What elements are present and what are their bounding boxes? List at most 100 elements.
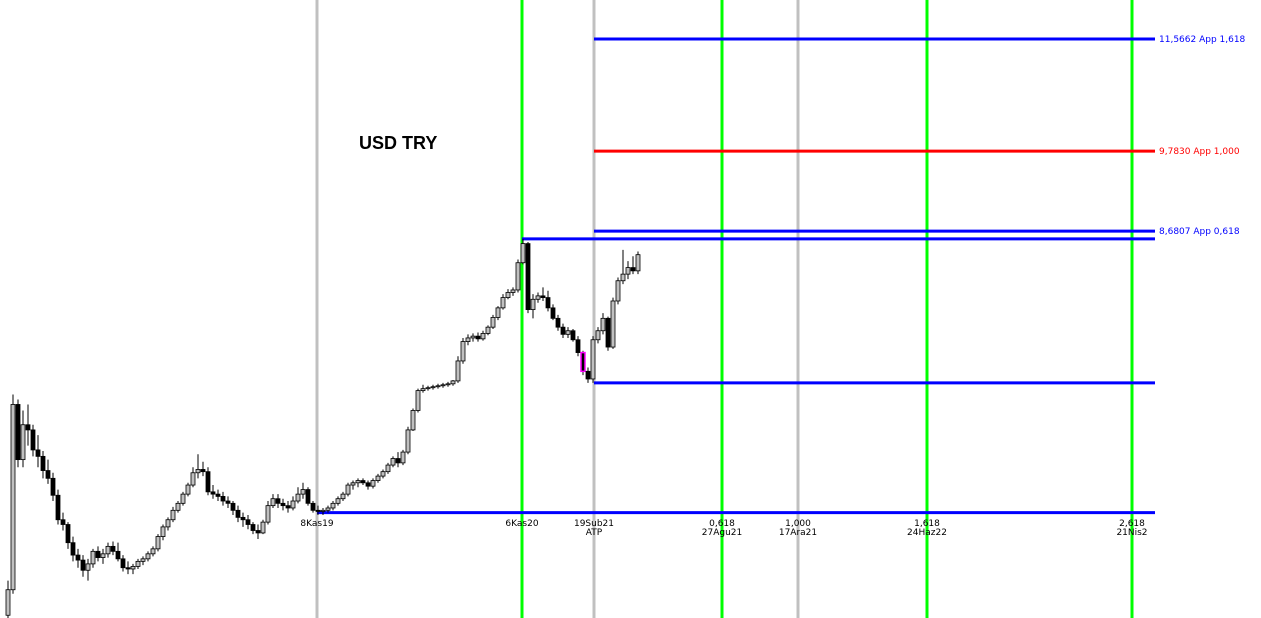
candle-body (385, 464, 391, 473)
candle-body (170, 509, 176, 521)
candle-body (75, 554, 81, 561)
candle-body (145, 553, 151, 560)
candle-body (390, 458, 396, 466)
candle-body (195, 469, 201, 474)
candle-body (535, 295, 541, 300)
candle-body (65, 524, 71, 544)
candle-body (225, 500, 231, 504)
time-label: 0,618 (709, 519, 735, 529)
candle-body (445, 383, 451, 386)
candle-body (400, 451, 406, 464)
time-label: 17Ara21 (779, 528, 817, 538)
candle-body (245, 519, 251, 525)
candle-body (355, 480, 361, 484)
candle-body (550, 307, 556, 319)
candle-body (315, 509, 321, 512)
candle-body (435, 385, 441, 388)
candle-body (610, 300, 616, 348)
candle-body (565, 330, 571, 335)
candle-body (470, 335, 476, 339)
candle-body (345, 484, 351, 495)
candle-body (40, 455, 46, 471)
time-label: 8Kas19 (300, 519, 333, 529)
candle-body (180, 493, 186, 504)
candle-body (80, 559, 86, 571)
candle-body (160, 526, 166, 537)
candle-body (300, 489, 306, 495)
candle-body (150, 548, 156, 555)
candle-body (480, 333, 486, 340)
candle-body (570, 330, 576, 341)
candle-body (460, 341, 466, 362)
candle-body (200, 469, 206, 473)
candle-body (465, 337, 471, 342)
candle-body (595, 330, 601, 341)
candle-body (165, 519, 171, 528)
price-level-label: 9,7830 App 1,000 (1159, 147, 1240, 157)
time-label: 27Agu21 (702, 528, 742, 538)
candle-body (175, 502, 181, 511)
candle-body (30, 429, 36, 451)
candle-body (120, 558, 126, 569)
candle-body (510, 289, 516, 293)
candle-body (305, 489, 311, 504)
candle-body (285, 505, 291, 509)
candle-body (410, 410, 416, 431)
candle-body (490, 317, 496, 328)
candles (5, 238, 641, 618)
candle-body (115, 550, 121, 560)
candle-body (10, 404, 16, 591)
candle-body (135, 560, 141, 567)
candle-body (515, 262, 521, 291)
candle-body (360, 480, 366, 484)
candle-body (275, 498, 281, 504)
candle-body (235, 509, 241, 518)
candle-body (405, 429, 411, 453)
candle-body (380, 471, 386, 477)
candle-body (25, 424, 31, 431)
candle-body (125, 567, 131, 570)
time-label: 2,618 (1119, 519, 1145, 529)
candle-body (250, 524, 256, 531)
candle-body (370, 480, 376, 487)
price-level-label: 11,5662 App 1,618 (1159, 35, 1246, 45)
time-label: 6Kas20 (505, 519, 538, 529)
candle-body (630, 267, 636, 272)
candle-body (205, 471, 211, 493)
candle-body (545, 297, 551, 309)
candle-body (365, 482, 371, 487)
time-label: 24Haz22 (907, 528, 947, 538)
candle-body (260, 521, 266, 534)
candle-body (15, 404, 21, 461)
time-label: 1,000 (785, 519, 811, 529)
candle-body (190, 472, 196, 486)
candle-body (395, 458, 401, 464)
candle-body (475, 335, 481, 340)
candle-body (280, 502, 286, 507)
candle-body (110, 545, 116, 552)
candle-body (590, 339, 596, 380)
candle-body (620, 273, 626, 282)
candle-body (455, 360, 461, 382)
candle-body (105, 545, 111, 555)
time-label: 19Sub21 (574, 519, 614, 529)
candle-body (35, 449, 41, 457)
candle-body (340, 493, 346, 500)
candle-body (415, 390, 421, 411)
candle-body (495, 307, 501, 318)
candle-body (450, 380, 456, 385)
candle-body (210, 491, 216, 495)
time-label: 21Nis2 (1116, 528, 1147, 538)
candle-body (50, 477, 56, 496)
candle-body (560, 326, 566, 335)
candle-body (540, 295, 546, 298)
candle-body (130, 566, 136, 570)
candle-body (90, 550, 96, 565)
vertical-lines (315, 0, 1134, 618)
candle-body (240, 516, 246, 521)
candle-body (525, 243, 531, 311)
candle-body (530, 298, 536, 311)
candle-body (335, 498, 341, 504)
chart-title: USD TRY (359, 133, 437, 153)
